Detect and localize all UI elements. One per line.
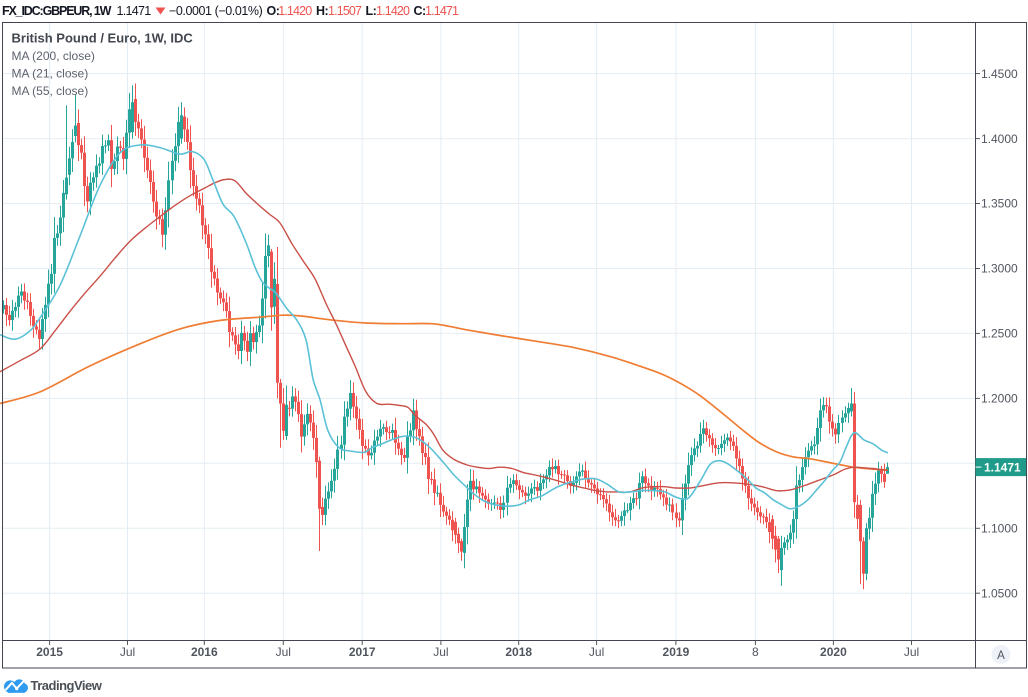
svg-text:Jul: Jul xyxy=(433,645,448,659)
svg-text:1.4500: 1.4500 xyxy=(981,67,1018,81)
svg-text:C:: C: xyxy=(414,4,426,18)
svg-text:O:: O: xyxy=(267,4,280,18)
svg-text:1.3500: 1.3500 xyxy=(981,197,1018,211)
svg-text:1.1507: 1.1507 xyxy=(328,4,362,18)
svg-text:Jul: Jul xyxy=(276,645,291,659)
svg-text:A: A xyxy=(997,650,1005,662)
svg-text:MA (21, close): MA (21, close) xyxy=(12,67,89,81)
svg-text:British Pound / Euro, 1W, IDC: British Pound / Euro, 1W, IDC xyxy=(12,31,194,46)
svg-text:Jul: Jul xyxy=(904,645,919,659)
svg-text:1.1420: 1.1420 xyxy=(278,4,312,18)
svg-text:2018: 2018 xyxy=(505,645,532,659)
svg-text:MA (55, close): MA (55, close) xyxy=(12,84,89,98)
svg-text:−0.0001 (−0.01%): −0.0001 (−0.01%) xyxy=(169,4,263,18)
svg-text:2017: 2017 xyxy=(349,645,376,659)
svg-text:MA (200, close): MA (200, close) xyxy=(12,49,95,63)
svg-text:1.2500: 1.2500 xyxy=(981,327,1018,341)
svg-text:L:: L: xyxy=(366,4,377,18)
svg-text:1.1420: 1.1420 xyxy=(376,4,410,18)
svg-text:Jul: Jul xyxy=(589,645,604,659)
svg-text:TradingView: TradingView xyxy=(31,678,103,693)
svg-text:1.1471: 1.1471 xyxy=(117,4,152,18)
svg-text:FX_IDC:GBPEUR, 1W: FX_IDC:GBPEUR, 1W xyxy=(2,4,112,18)
svg-text:1.4000: 1.4000 xyxy=(981,132,1018,146)
svg-text:2016: 2016 xyxy=(191,645,218,659)
svg-text:2019: 2019 xyxy=(663,645,690,659)
svg-text:Jul: Jul xyxy=(120,645,135,659)
svg-text:H:: H: xyxy=(316,4,328,18)
svg-text:1.2000: 1.2000 xyxy=(981,392,1018,406)
svg-text:2015: 2015 xyxy=(36,645,63,659)
svg-text:1.1000: 1.1000 xyxy=(981,522,1018,536)
svg-text:1.1471: 1.1471 xyxy=(984,460,1021,474)
svg-text:1.3000: 1.3000 xyxy=(981,262,1018,276)
svg-text:1.1471: 1.1471 xyxy=(425,4,459,18)
svg-text:8: 8 xyxy=(752,645,759,659)
svg-text:1.0500: 1.0500 xyxy=(981,586,1018,600)
svg-text:2020: 2020 xyxy=(820,645,847,659)
